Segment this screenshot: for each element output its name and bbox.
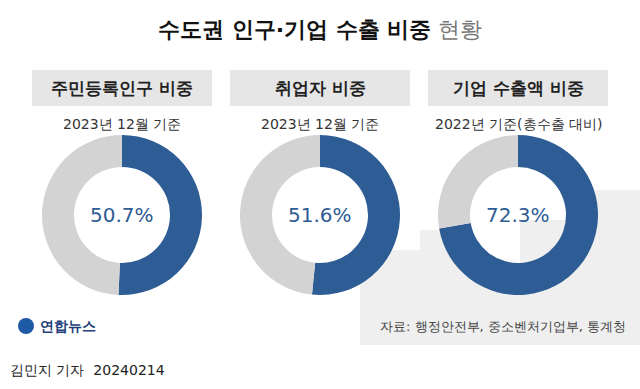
svg-text:2022년 기준(총수출 대비): 2022년 기준(총수출 대비) bbox=[435, 116, 602, 132]
svg-text:김민지 기자 20240214: 김민지 기자 20240214 bbox=[10, 362, 165, 378]
svg-text:자료: 행정안전부, 중소벤처기업부, 통계청: 자료: 행정안전부, 중소벤처기업부, 통계청 bbox=[380, 319, 626, 334]
svg-text:2023년 12월 기준: 2023년 12월 기준 bbox=[63, 116, 181, 132]
svg-text:연합뉴스: 연합뉴스 bbox=[40, 318, 96, 334]
svg-text:51.6%: 51.6% bbox=[288, 203, 352, 227]
svg-text:72.3%: 72.3% bbox=[486, 203, 550, 227]
svg-text:취업자 비중: 취업자 비중 bbox=[275, 78, 366, 98]
svg-text:주민등록인구 비중: 주민등록인구 비중 bbox=[51, 78, 193, 98]
svg-text:수도권 인구·기업 수출 비중 현황: 수도권 인구·기업 수출 비중 현황 bbox=[158, 17, 482, 42]
svg-text:기업 수출액 비중: 기업 수출액 비중 bbox=[453, 78, 584, 98]
svg-text:50.7%: 50.7% bbox=[90, 203, 154, 227]
svg-text:2023년 12월 기준: 2023년 12월 기준 bbox=[261, 116, 379, 132]
